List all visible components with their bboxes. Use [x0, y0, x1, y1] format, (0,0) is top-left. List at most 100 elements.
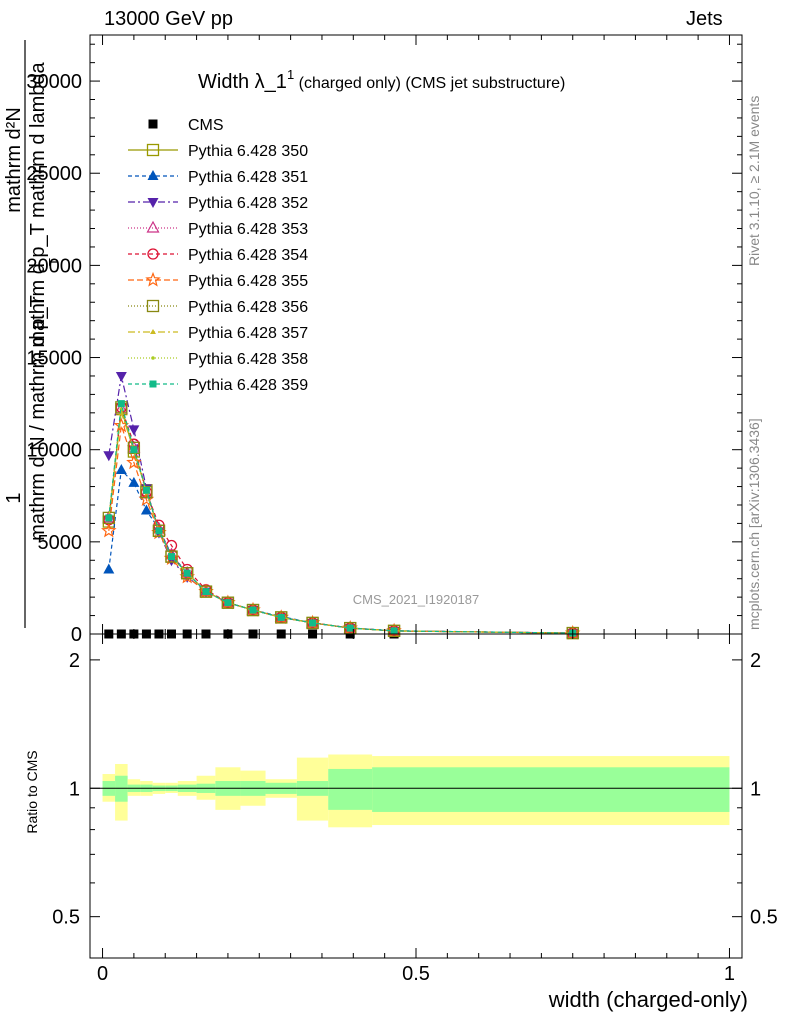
data-point [117, 400, 125, 408]
series-10 [105, 400, 577, 637]
data-point [140, 485, 153, 499]
data-point [115, 371, 127, 382]
series-1 [102, 402, 579, 640]
ratio-bands [102, 754, 730, 828]
ratio-band-inner [416, 767, 730, 812]
data-point [179, 568, 196, 584]
data-point [152, 524, 166, 537]
data-point [140, 504, 152, 515]
legend-label: Pythia 6.428 350 [188, 143, 308, 160]
ratio-band-inner [328, 768, 373, 810]
legend-item: Pythia 6.428 359 [128, 377, 308, 394]
ratio-axis-label: Ratio to CMS [24, 750, 40, 833]
legend-label: Pythia 6.428 355 [188, 273, 308, 290]
x-tick-label: 0.5 [402, 963, 430, 985]
series-5 [103, 401, 579, 639]
legend-label: CMS [188, 117, 224, 134]
data-point [249, 606, 257, 614]
ratio-band-inner [372, 767, 416, 812]
legend-marker [147, 248, 159, 260]
chart-title: Width λ_11 (charged only) (CMS jet subst… [198, 67, 565, 93]
data-point [155, 527, 163, 535]
data-point [126, 454, 142, 470]
series-6 [101, 417, 581, 640]
data-point [127, 441, 141, 454]
data-point [142, 486, 150, 494]
data-point [130, 446, 138, 454]
x-tick-label: 0 [97, 963, 108, 985]
y-axis-label-line: mathrm d N / mathrm d p_T [27, 295, 49, 541]
legend-label: Pythia 6.428 353 [188, 221, 308, 238]
header-left: 13000 GeV pp [104, 8, 233, 30]
data-point [168, 553, 175, 561]
legend-item: Pythia 6.428 355 [128, 271, 308, 290]
legend-marker [146, 299, 160, 313]
legend-item: Pythia 6.428 358 [128, 351, 308, 368]
series-line [108, 468, 573, 634]
data-point [115, 463, 127, 474]
legend-marker [145, 271, 161, 287]
legend-item: Pythia 6.428 350 [128, 143, 308, 160]
data-point [202, 588, 210, 596]
data-point [221, 596, 235, 609]
data-point [101, 522, 117, 538]
legend-label: Pythia 6.428 358 [188, 351, 308, 368]
series-group [101, 371, 581, 640]
data-point [183, 569, 191, 577]
series-line [108, 408, 573, 634]
y-tick-label: 25000 [26, 163, 82, 185]
series-line [108, 408, 573, 634]
series-line [108, 412, 573, 634]
data-point [163, 550, 180, 566]
y-tick-label: 0 [71, 624, 82, 646]
data-point [306, 616, 319, 630]
y-tick-label: 15000 [26, 348, 82, 370]
data-point [103, 563, 115, 574]
data-point [246, 603, 260, 617]
y-tick-label: 20000 [26, 255, 82, 277]
legend-label: Pythia 6.428 352 [188, 195, 308, 212]
data-point [128, 476, 140, 487]
header-right: Jets [686, 8, 723, 30]
data-point [346, 624, 354, 632]
data-point [224, 599, 232, 607]
series-7 [102, 401, 579, 640]
legend-marker [151, 356, 155, 360]
ratio-tick-label-left: 0.5 [52, 907, 80, 929]
data-point [128, 425, 140, 436]
legend-label: Pythia 6.428 356 [188, 299, 308, 316]
ratio-axis-ticks [90, 659, 742, 959]
legend-item: Pythia 6.428 354 [128, 247, 308, 264]
data-point [102, 511, 115, 525]
legend-label: Pythia 6.428 357 [188, 325, 308, 342]
legend-item: Pythia 6.428 352 [128, 195, 308, 212]
data-point [199, 585, 213, 598]
ratio-tick-label-left: 1 [69, 778, 80, 800]
ratio-tick-label-right: 2 [750, 650, 761, 672]
legend-marker [147, 198, 159, 208]
x-axis-label: width (charged-only) [548, 987, 748, 1012]
legend-marker [150, 329, 156, 334]
data-point [309, 619, 317, 627]
data-point [277, 613, 285, 621]
mcplots-label: mcplots.cern.ch [arXiv:1306.3436] [746, 418, 762, 630]
series-line [108, 408, 573, 634]
y-axis-label-line: mathrm d p_T mathrm d lambda [27, 61, 49, 347]
series-8 [105, 409, 576, 636]
y-tick-label: 10000 [26, 440, 82, 462]
data-point [105, 514, 113, 522]
y-axis-label-subscript: T [46, 258, 61, 266]
legend-label: Pythia 6.428 359 [188, 377, 308, 394]
analysis-watermark: CMS_2021_I1920187 [353, 592, 480, 607]
data-point [113, 417, 130, 433]
y-tick-label: 5000 [38, 532, 83, 554]
legend-item: Pythia 6.428 356 [128, 299, 308, 316]
ratio-tick-label-right: 0.5 [750, 907, 778, 929]
series-4 [102, 401, 580, 638]
series-line [108, 375, 573, 634]
rivet-label: Rivet 3.1.10, ≥ 2.1M events [746, 95, 762, 266]
data-point [103, 451, 115, 462]
series-line [108, 407, 573, 634]
legend-item: Pythia 6.428 353 [128, 220, 308, 238]
